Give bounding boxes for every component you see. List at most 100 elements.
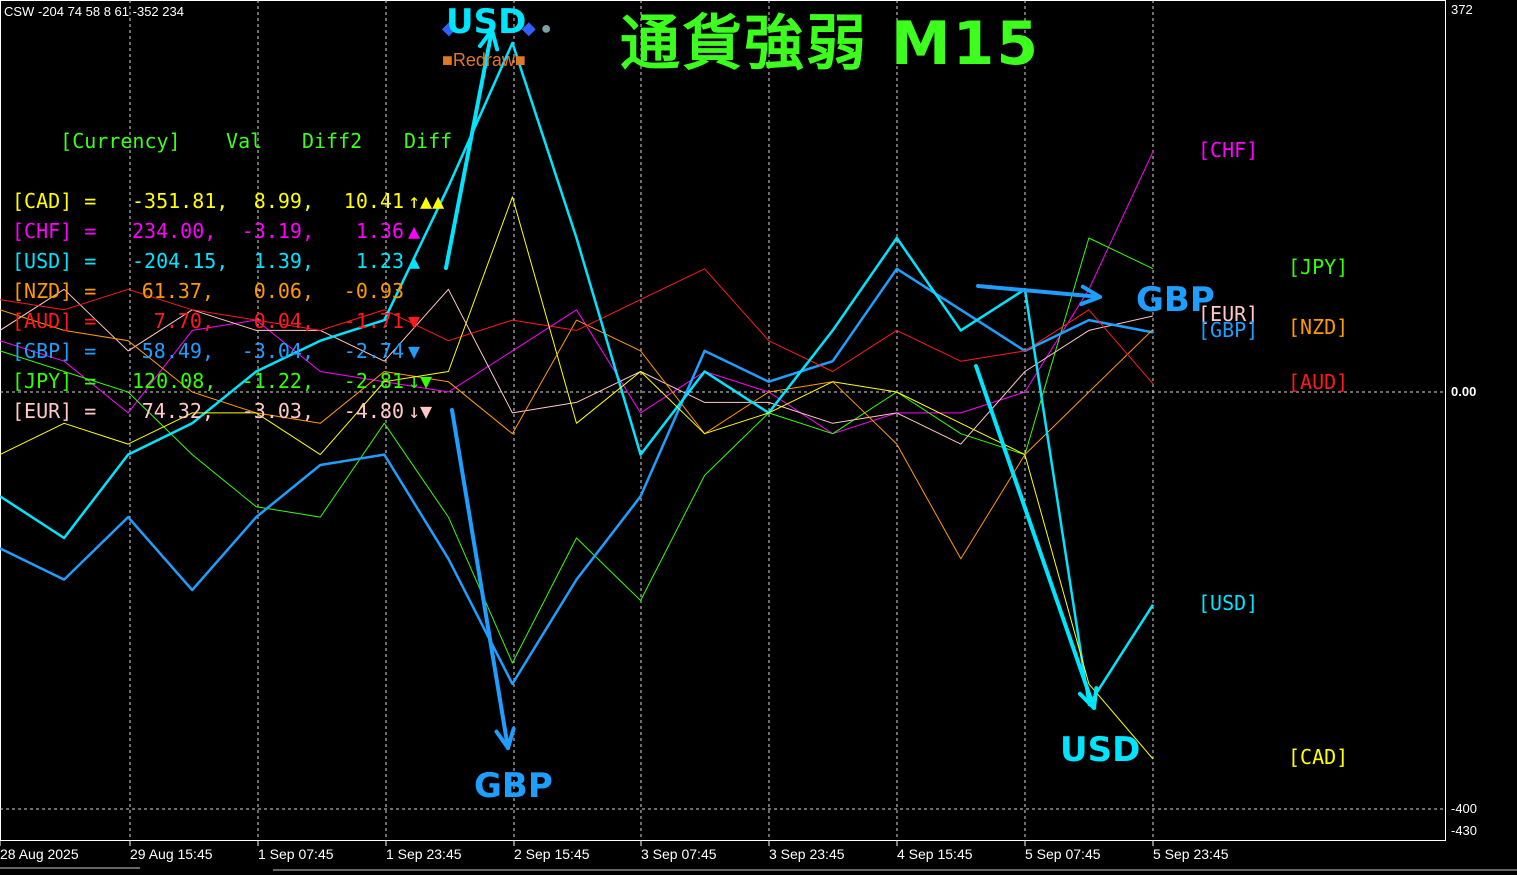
series-label: [CHF] <box>1198 137 1259 162</box>
usd-down-arrow-head <box>1077 686 1099 710</box>
table-row: [CAD] = -351.81, 8.99, 10.41 ↑▲▲ <box>12 186 488 216</box>
x-tick-label: 3 Sep 07:45 <box>641 846 717 862</box>
series-line-usd <box>0 41 1155 707</box>
x-tick-label: 28 Aug 2025 <box>0 846 79 862</box>
cell-currency: [AUD] = <box>12 309 97 333</box>
series-line-jpy <box>0 237 1154 664</box>
bottom-strip <box>0 868 1517 875</box>
header-diff2: Diff2 <box>301 129 363 153</box>
cell-currency: [JPY] = <box>12 369 97 393</box>
cell-currency: [GBP] = <box>12 339 97 363</box>
header-currency: [Currency] <box>60 129 181 153</box>
table-row: [GBP] = 58.49, -3.04, -2.74 ▼ <box>12 336 488 366</box>
cell-currency: [EUR] = <box>12 399 97 423</box>
cell-val: -351.81, <box>132 189 229 213</box>
x-tick-label: 4 Sep 15:45 <box>897 846 973 862</box>
x-tick-label: 1 Sep 07:45 <box>258 846 334 862</box>
cell-val: -204.15, <box>132 249 229 273</box>
table-row: [AUD] = 7.70, 0.04, -1.71 ▼ <box>12 306 488 336</box>
cell-signal: ▲ <box>408 249 421 273</box>
series-line-chf <box>0 151 1154 435</box>
header-val: Val <box>226 129 263 153</box>
table-row: [USD] = -204.15, 1.39, 1.23 ▲ <box>12 246 488 276</box>
cell-signal: ▼ <box>408 309 421 333</box>
table-header-row: [Currency] Val Diff2 Diff <box>12 96 488 153</box>
cell-val: 120.08, <box>132 369 217 393</box>
y-tick-label: -400 <box>1451 801 1478 816</box>
series-label: [JPY] <box>1288 254 1349 279</box>
gbp-right-arrow-head <box>1079 284 1102 307</box>
mode-toggle-button[interactable]: ◆ ◆ ● <box>442 18 552 38</box>
cell-currency: [CHF] = <box>12 219 97 243</box>
currency-table: [Currency] Val Diff2 Diff [CAD] = -351.81, 8.… <box>12 36 488 456</box>
x-tick-label: 5 Sep 07:45 <box>1025 846 1101 862</box>
cell-currency: [NZD] = <box>12 279 97 303</box>
series-label: [GBP] <box>1198 318 1259 343</box>
table-row: [NZD] = 61.37, 0.06, -0.93 <box>12 276 488 306</box>
series-label: [NZD] <box>1288 315 1349 340</box>
x-tick-label: 1 Sep 23:45 <box>386 846 462 862</box>
y-tick-label: 0.00 <box>1451 384 1477 399</box>
plot-frame <box>0 0 1446 841</box>
series-label: [EUR] <box>1198 302 1259 326</box>
cell-signal: ↓▼ <box>408 399 433 423</box>
indicator-header: CSW -204 74 58 8 61 -352 234 <box>4 4 184 19</box>
cell-val: 7.70, <box>153 309 214 333</box>
cell-val: 58.49, <box>141 339 214 363</box>
usd-down-arrow <box>974 364 1096 710</box>
x-tick-label: 3 Sep 23:45 <box>769 846 845 862</box>
series-line-cad <box>0 196 1154 760</box>
cell-currency: [USD] = <box>12 249 97 273</box>
cell-diff2: 8.99, <box>253 189 314 213</box>
cell-val: 74.32, <box>141 399 214 423</box>
annotation-gbp-bottom: GBP <box>474 766 553 806</box>
cell-diff2: -1.22, <box>241 369 314 393</box>
cell-diff2: 0.04, <box>253 309 314 333</box>
annotation-usd-right: USD <box>1060 730 1141 770</box>
table-row: [CHF] = 234.00, -3.19, 1.36 ▲ <box>12 216 488 246</box>
cell-diff: -0.93 <box>343 279 404 303</box>
series-line-gbp <box>0 267 1154 686</box>
cell-signal: ▼ <box>408 339 421 363</box>
cell-val: 234.00, <box>132 219 217 243</box>
cell-diff: -1.71 <box>343 309 404 333</box>
series-label: [AUD] <box>1288 369 1349 394</box>
redraw-label: Redraw <box>452 50 515 70</box>
cell-diff2: 1.39, <box>253 249 314 273</box>
annotation-usd-top: USD <box>446 2 527 42</box>
series-line-aud <box>0 268 1154 385</box>
table-row: [JPY] = 120.08, -1.22, -2.81 ↓▼ <box>12 366 488 396</box>
cell-diff: -2.81 <box>343 369 404 393</box>
usd-up-arrow <box>444 28 494 270</box>
redraw-button[interactable]: ■Redraw■ <box>442 50 526 70</box>
cell-currency: [CAD] = <box>12 189 97 213</box>
cell-diff: 1.23 <box>355 249 404 273</box>
gbp-down-arrow <box>450 408 510 750</box>
cell-diff: 1.36 <box>355 219 404 243</box>
table-row: [EUR] = 74.32, -3.03, -4.80 ↓▼ <box>12 396 488 426</box>
cell-diff: -2.74 <box>343 339 404 363</box>
cell-diff: 10.41 <box>343 189 404 213</box>
x-tick-label: 2 Sep 15:45 <box>514 846 590 862</box>
cell-diff2: 0.06, <box>253 279 314 303</box>
cell-signal: ↓▼ <box>408 369 433 393</box>
series-line-nzd <box>0 309 1154 560</box>
x-tick-label: 29 Aug 15:45 <box>130 846 213 862</box>
x-tick-label: 5 Sep 23:45 <box>1153 846 1229 862</box>
cell-diff: -4.80 <box>343 399 404 423</box>
cell-signal: ▲ <box>408 219 421 243</box>
series-label: [CAD] <box>1288 744 1349 769</box>
usd-up-arrow-head <box>478 28 500 52</box>
gbp-right-arrow <box>976 284 1102 299</box>
cell-val: 61.37, <box>141 279 214 303</box>
cell-diff2: -3.04, <box>241 339 314 363</box>
y-tick-label: -430 <box>1451 823 1478 838</box>
chart-title: 通貨強弱 M15 <box>620 9 1041 79</box>
cell-diff2: -3.03, <box>241 399 314 423</box>
y-tick-label: 372 <box>1451 2 1473 17</box>
gbp-down-arrow-head <box>494 726 516 750</box>
annotation-gbp-right: GBP <box>1136 280 1215 320</box>
cell-signal: ↑▲▲ <box>408 189 445 213</box>
cell-diff2: -3.19, <box>241 219 314 243</box>
